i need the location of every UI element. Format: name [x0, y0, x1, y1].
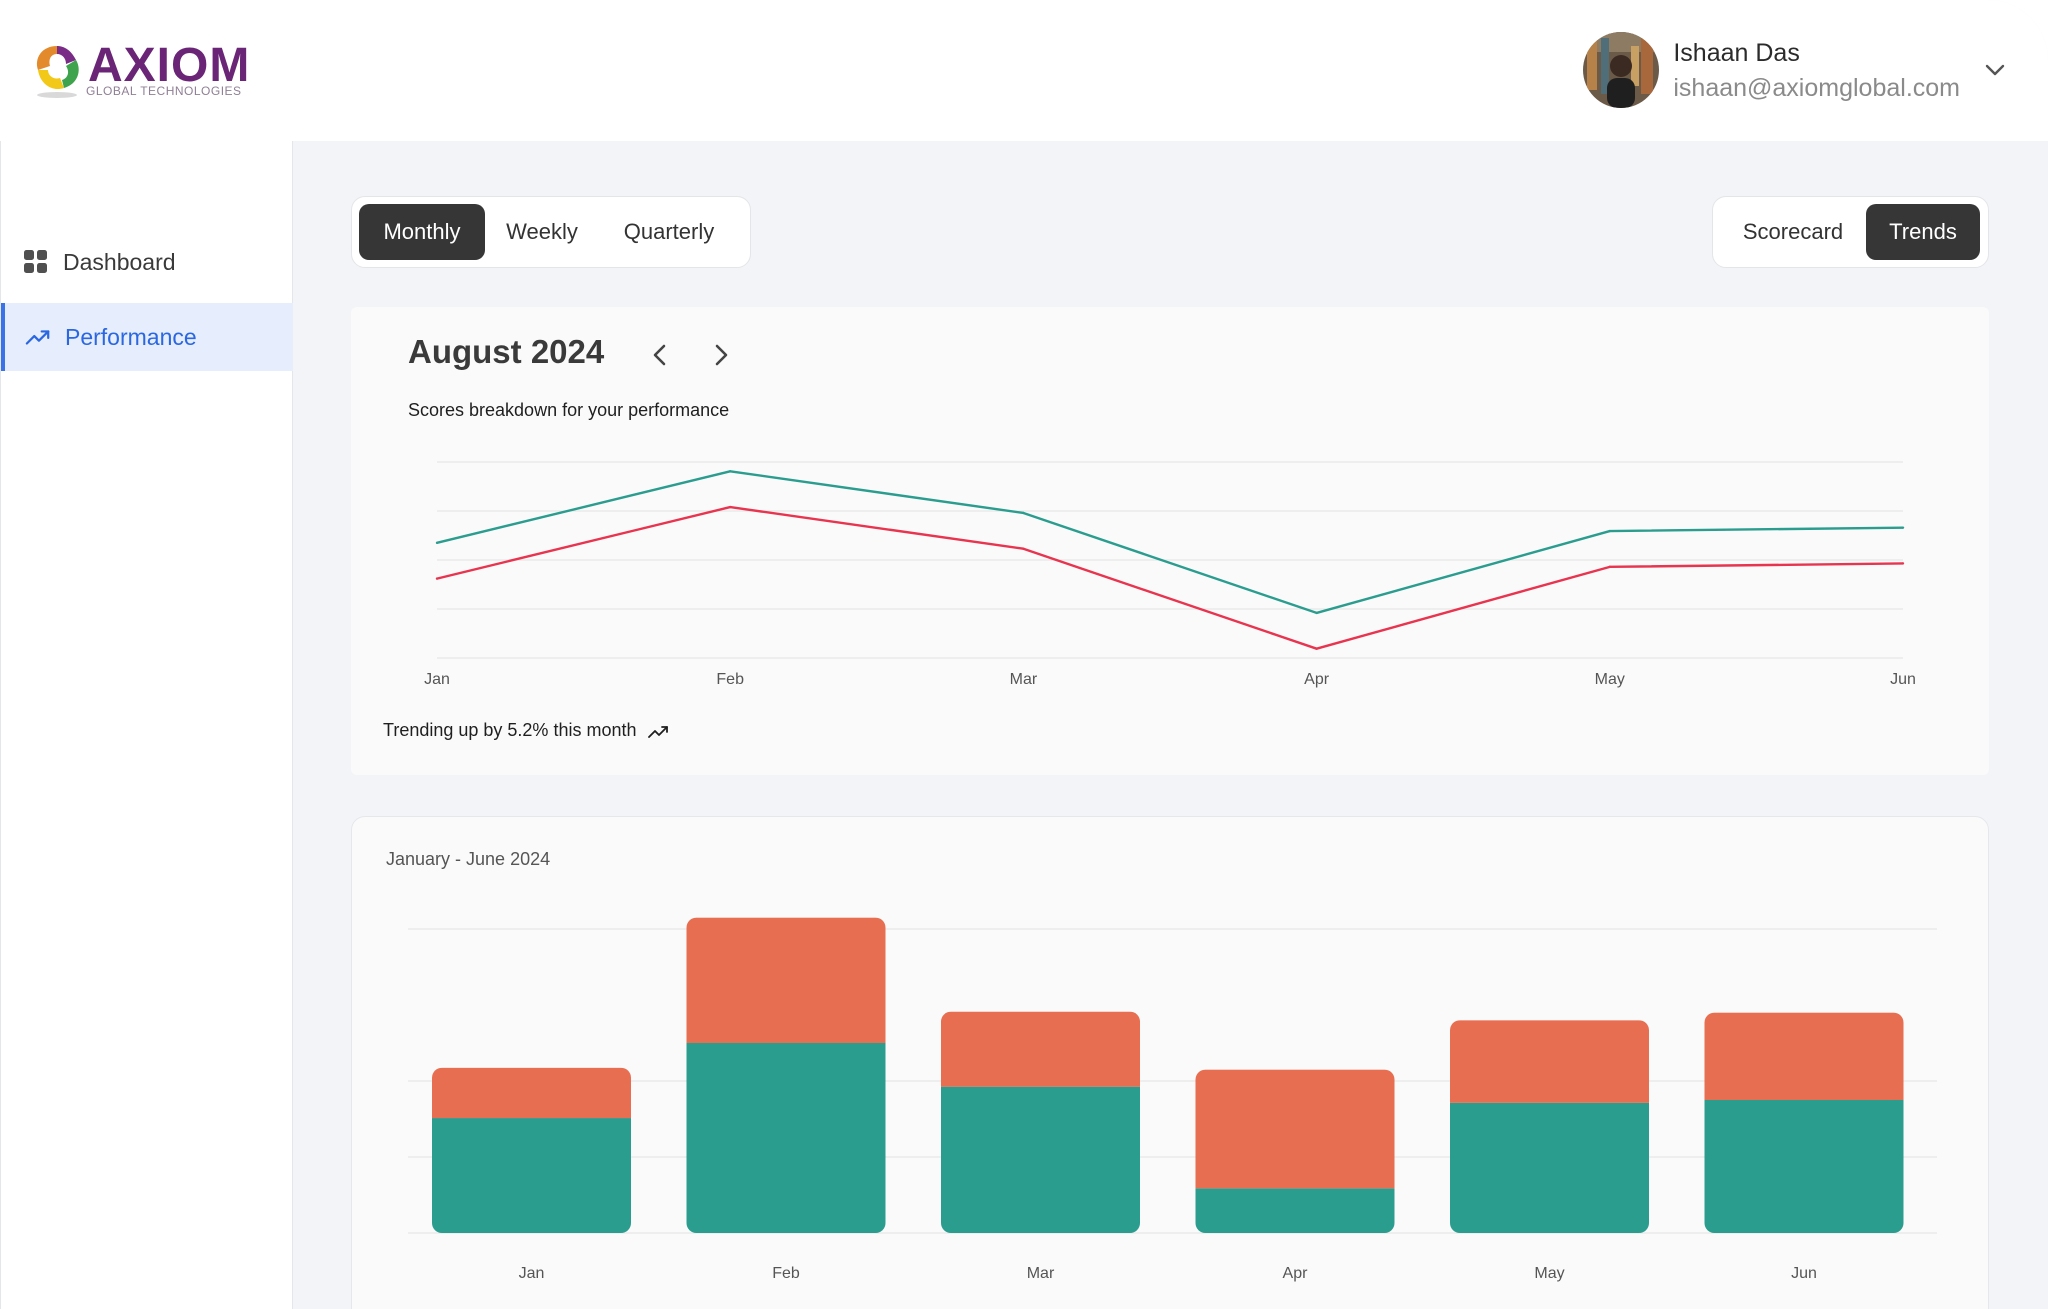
x-tick-label: Jan	[424, 671, 450, 688]
brand-name: AXIOM	[88, 39, 251, 92]
chevron-down-icon[interactable]	[1982, 57, 2008, 83]
tab-quarterly[interactable]: Quarterly	[623, 219, 715, 244]
data-point	[729, 470, 732, 473]
view-tabs: Scorecard Trends	[1712, 196, 1989, 268]
x-tick-label: May	[1595, 671, 1625, 688]
data-point	[1022, 547, 1025, 550]
x-tick-label: Jun	[1791, 1265, 1817, 1282]
bar-segment-2	[941, 1011, 1140, 1087]
x-tick-label: Jun	[1890, 671, 1916, 688]
data-point	[1315, 647, 1318, 650]
bar-stack	[1450, 1020, 1649, 1233]
bar-segment-2	[1704, 1012, 1904, 1100]
grid-icon	[23, 249, 49, 275]
data-point	[1608, 529, 1612, 533]
data-point	[729, 505, 732, 509]
line-chart: Jan Feb Mar Apr May Jun	[424, 461, 1916, 688]
sidebar-item-dashboard[interactable]: Dashboard	[1, 228, 293, 296]
x-tick-label: Mar	[1010, 671, 1038, 688]
bar-segment-1	[941, 1086, 1140, 1233]
series-line-1	[436, 470, 1904, 615]
bar-segment-2	[432, 1067, 631, 1119]
bar-segment-2	[1195, 1069, 1395, 1189]
chart-subtitle: Scores breakdown for your performance	[408, 400, 730, 420]
bar-stack	[686, 917, 886, 1233]
bar-segment-1	[432, 1118, 631, 1233]
top-header: AXIOM GLOBAL TECHNOLOGIES Ishaan Das ish	[0, 0, 2048, 141]
period-tabs: Monthly Weekly Quarterly	[351, 196, 751, 268]
user-email: ishaan@axiomglobal.com	[1673, 74, 1960, 102]
x-tick-label: Apr	[1283, 1265, 1309, 1282]
tab-weekly[interactable]: Weekly	[506, 219, 578, 244]
x-tick-label: Apr	[1304, 671, 1330, 688]
chevron-right-icon[interactable]	[707, 341, 735, 369]
trend-note: Trending up by 5.2% this month	[383, 720, 670, 741]
x-tick-label: Feb	[772, 1265, 800, 1282]
brand-tagline: GLOBAL TECHNOLOGIES	[86, 84, 242, 98]
page-title: August 2024	[408, 333, 605, 370]
bar-segment-1	[1704, 1100, 1904, 1233]
tab-monthly[interactable]: Monthly	[359, 204, 485, 260]
series-line-2	[436, 505, 1904, 650]
bar-card-title: January - June 2024	[386, 849, 551, 869]
data-point	[435, 541, 439, 545]
trending-up-icon	[648, 725, 669, 738]
chevron-left-icon[interactable]	[646, 341, 674, 369]
sidebar-item-performance[interactable]: Performance	[1, 303, 293, 371]
bar-stack	[1704, 1012, 1904, 1233]
sidebar: Dashboard Performance	[0, 141, 293, 1309]
data-point	[1022, 511, 1025, 515]
x-tick-label: May	[1534, 1265, 1564, 1282]
x-tick-label: Jan	[519, 1265, 545, 1282]
data-point	[1315, 611, 1318, 615]
trending-up-icon	[25, 324, 51, 350]
tab-scorecard[interactable]: Scorecard	[1742, 219, 1844, 244]
bar-segment-1	[1450, 1102, 1649, 1233]
data-point	[435, 577, 439, 580]
bar-segment-2	[686, 917, 886, 1043]
data-point	[1901, 526, 1905, 529]
bar-card: January - June 2024 Jan Feb Mar Apr May Jun	[351, 816, 1989, 1309]
data-point	[1608, 565, 1612, 569]
tab-trends[interactable]: Trends	[1866, 204, 1980, 260]
user-menu[interactable]: Ishaan Das ishaan@axiomglobal.com	[1583, 30, 2008, 110]
sidebar-item-label: Dashboard	[63, 248, 176, 275]
x-tick-label: Mar	[1027, 1265, 1055, 1282]
x-tick-label: Feb	[716, 671, 744, 688]
avatar[interactable]	[1583, 32, 1660, 108]
bar-stack	[941, 1011, 1140, 1233]
logo-mark-icon	[36, 46, 79, 98]
bar-segment-2	[1450, 1020, 1649, 1103]
data-point	[1901, 562, 1905, 565]
sidebar-item-label: Performance	[65, 323, 197, 350]
bar-stack	[432, 1067, 631, 1233]
bar-segment-1	[1195, 1188, 1395, 1233]
trend-note-text: Trending up by 5.2% this month	[383, 720, 637, 740]
bar-chart: Jan Feb Mar Apr May Jun	[408, 917, 1937, 1282]
trend-card: August 2024 Scores breakdown for your pe…	[351, 307, 1989, 775]
bar-stack	[1195, 1069, 1395, 1233]
brand-logo[interactable]: AXIOM GLOBAL TECHNOLOGIES	[30, 40, 250, 104]
bar-segment-1	[686, 1043, 886, 1233]
user-name: Ishaan Das	[1673, 39, 1800, 67]
